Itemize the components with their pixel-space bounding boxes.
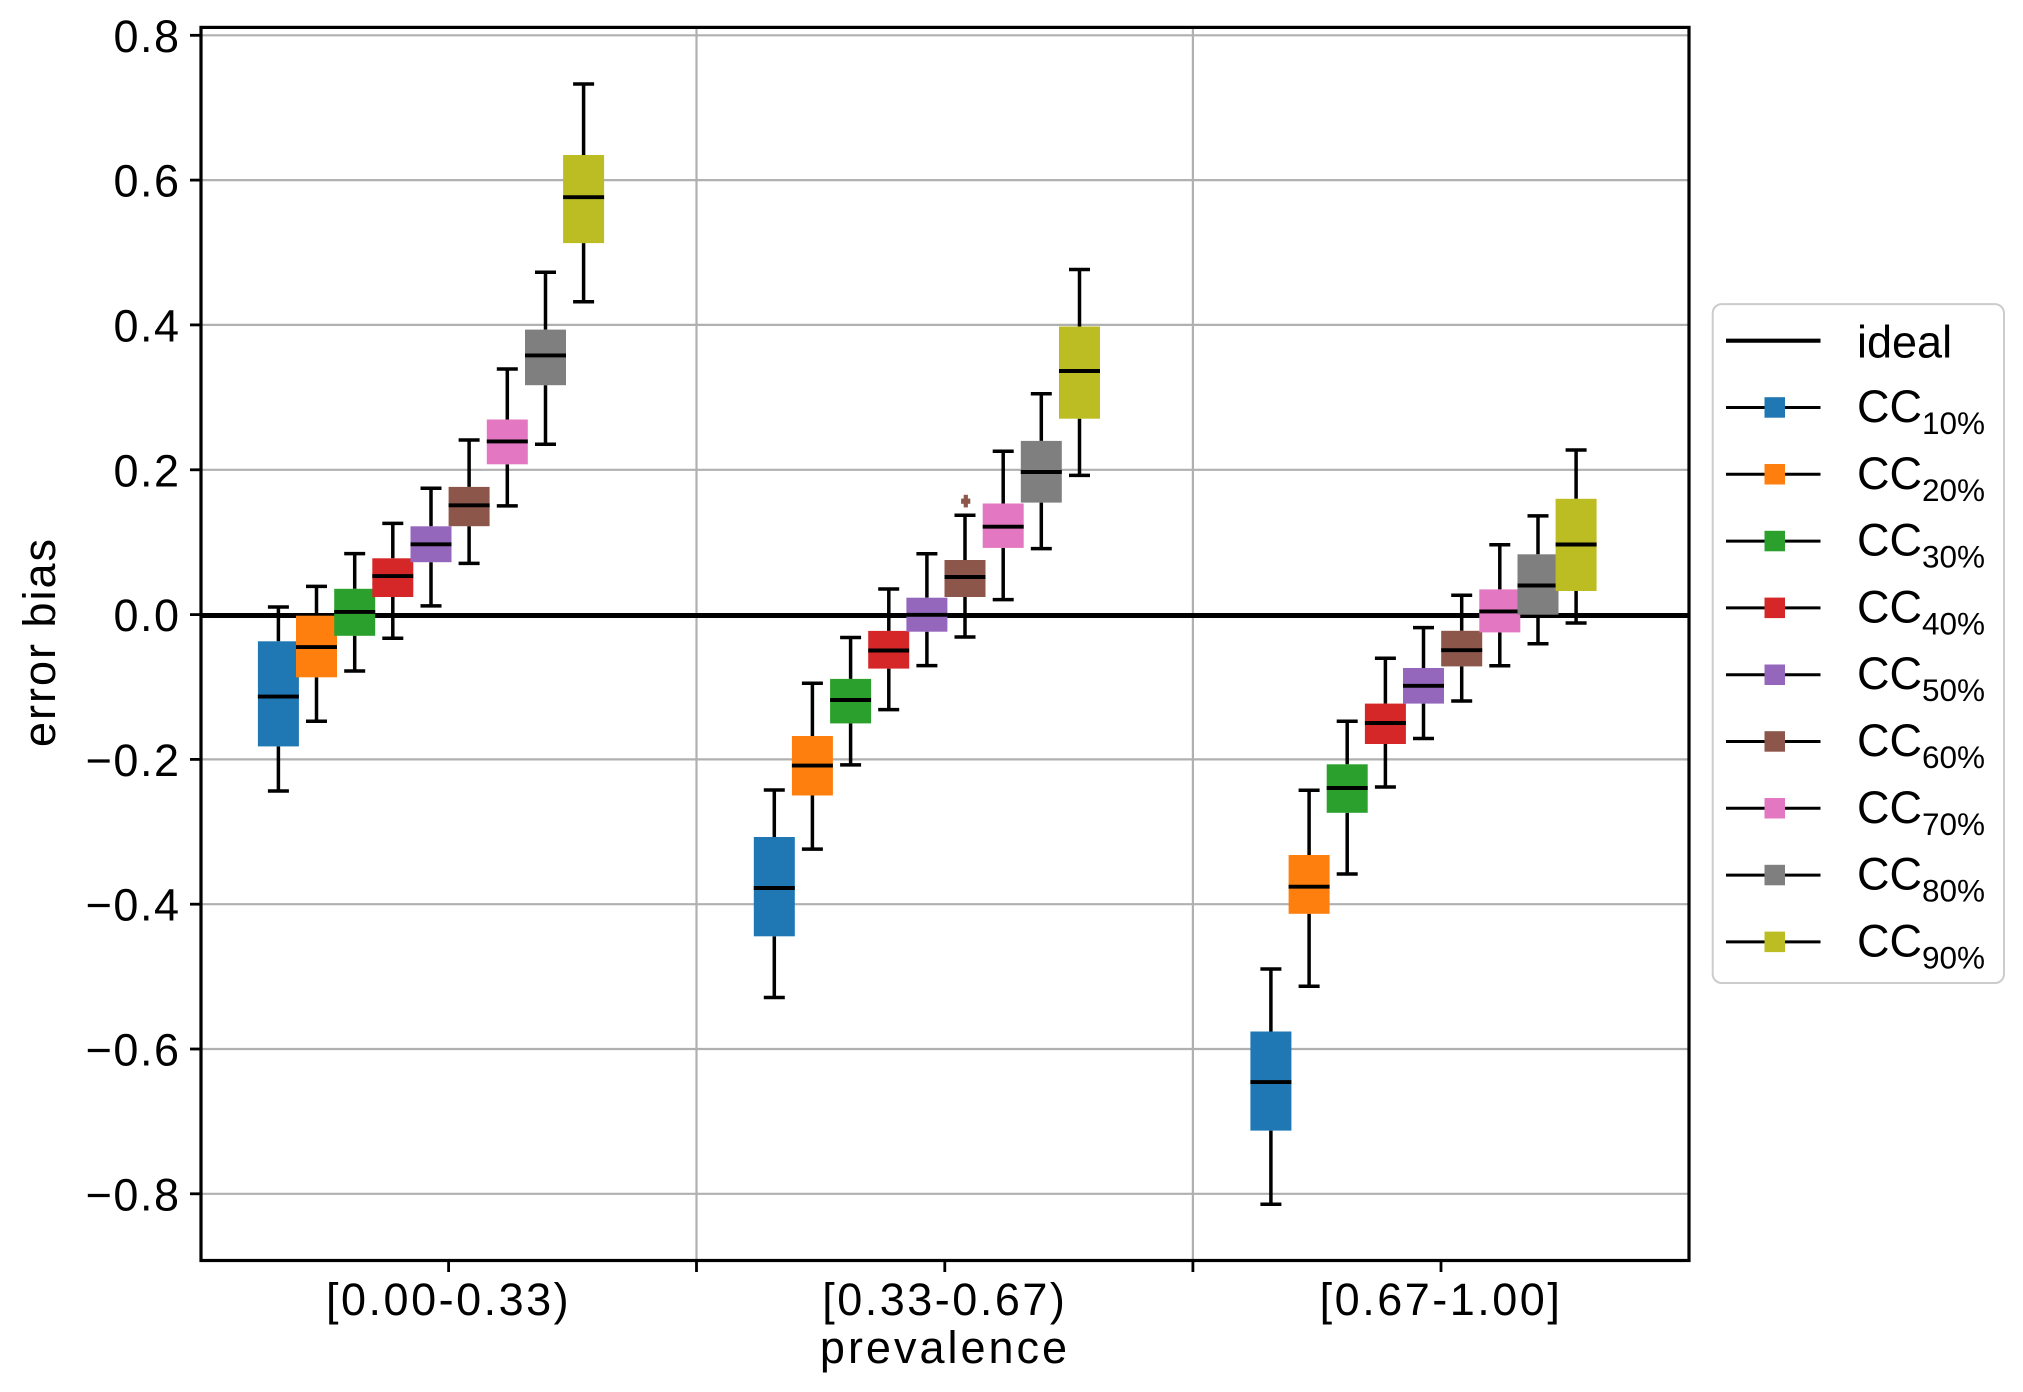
svg-text:[0.67-1.00]: [0.67-1.00]	[1320, 1274, 1563, 1325]
svg-text:CC60%: CC60%	[1857, 715, 1985, 775]
svg-text:0.2: 0.2	[113, 445, 180, 496]
svg-text:0.8: 0.8	[113, 11, 180, 62]
svg-text:−0.6: −0.6	[86, 1025, 181, 1076]
svg-text:CC70%: CC70%	[1857, 782, 1985, 842]
svg-text:prevalence: prevalence	[820, 1322, 1070, 1373]
svg-text:[0.00-0.33): [0.00-0.33)	[326, 1274, 571, 1325]
svg-text:0.4: 0.4	[113, 300, 180, 351]
svg-text:error bias: error bias	[14, 537, 65, 747]
svg-text:0.0: 0.0	[113, 590, 180, 641]
svg-text:ideal: ideal	[1857, 317, 1952, 368]
svg-text:−0.8: −0.8	[86, 1169, 181, 1220]
svg-text:−0.4: −0.4	[86, 880, 181, 931]
svg-text:CC50%: CC50%	[1857, 648, 1985, 708]
svg-text:0.6: 0.6	[113, 156, 180, 207]
svg-text:CC10%: CC10%	[1857, 381, 1985, 441]
svg-text:−0.2: −0.2	[86, 735, 181, 786]
svg-text:[0.33-0.67): [0.33-0.67)	[822, 1274, 1067, 1325]
